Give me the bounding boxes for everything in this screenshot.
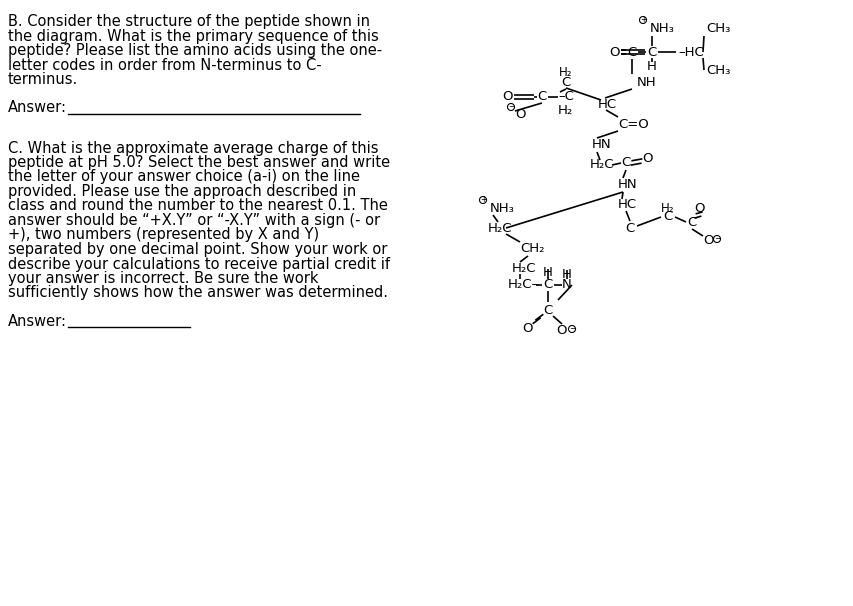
Text: letter codes in order from N-terminus to C-: letter codes in order from N-terminus to… (8, 58, 322, 73)
Text: H₂C: H₂C (589, 159, 614, 171)
Text: C: C (627, 45, 635, 59)
Text: H₂C: H₂C (487, 222, 512, 235)
Text: Answer:: Answer: (8, 314, 67, 329)
Text: separated by one decimal point. Show your work or: separated by one decimal point. Show you… (8, 242, 387, 257)
Text: O: O (522, 322, 532, 335)
Text: sufficiently shows how the answer was determined.: sufficiently shows how the answer was de… (8, 285, 387, 301)
Text: O: O (642, 152, 653, 164)
Text: O: O (514, 108, 525, 121)
Text: –C: –C (557, 90, 573, 104)
Text: C. What is the approximate average charge of this: C. What is the approximate average charg… (8, 141, 378, 156)
Text: H₂C–: H₂C– (508, 279, 538, 291)
Text: H₂C: H₂C (512, 262, 536, 275)
Text: −: − (568, 324, 575, 333)
Text: NH₃: NH₃ (649, 21, 674, 35)
Text: H: H (647, 59, 656, 73)
Text: C: C (543, 279, 552, 291)
Text: terminus.: terminus. (8, 72, 78, 87)
Text: peptide? Please list the amino acids using the one-: peptide? Please list the amino acids usi… (8, 43, 381, 58)
Text: C: C (687, 216, 696, 228)
Text: C: C (537, 90, 546, 104)
Text: class and round the number to the nearest 0.1. The: class and round the number to the neares… (8, 199, 387, 213)
Text: H₂: H₂ (660, 202, 674, 215)
Text: O: O (556, 324, 566, 336)
Text: the letter of your answer choice (a-i) on the line: the letter of your answer choice (a-i) o… (8, 170, 360, 184)
Text: HC: HC (618, 199, 636, 211)
Text: −: − (713, 235, 719, 244)
Text: O: O (609, 45, 619, 59)
Text: C: C (543, 304, 552, 316)
Text: peptide at pH 5.0? Select the best answer and write: peptide at pH 5.0? Select the best answe… (8, 155, 390, 170)
Text: C: C (621, 156, 630, 170)
Text: +: + (639, 16, 646, 24)
Text: H: H (543, 267, 552, 279)
Text: HN: HN (618, 179, 637, 191)
Text: O: O (502, 90, 513, 104)
Text: C: C (624, 222, 634, 235)
Text: describe your calculations to receive partial credit if: describe your calculations to receive pa… (8, 256, 390, 271)
Text: O: O (702, 233, 712, 247)
Text: NH₃: NH₃ (490, 202, 514, 215)
Text: –HC: –HC (677, 45, 703, 59)
Text: answer should be “+X.Y” or “-X.Y” with a sign (- or: answer should be “+X.Y” or “-X.Y” with a… (8, 213, 380, 228)
Text: C: C (647, 45, 656, 59)
Text: the diagram. What is the primary sequence of this: the diagram. What is the primary sequenc… (8, 28, 379, 44)
Text: C: C (560, 76, 570, 88)
Text: O: O (694, 202, 705, 215)
Text: +: + (479, 196, 485, 204)
Text: H₂: H₂ (557, 104, 572, 116)
Text: CH₂: CH₂ (519, 242, 544, 255)
Text: HC: HC (597, 98, 617, 110)
Text: C: C (663, 210, 672, 224)
Text: NH: NH (636, 76, 656, 88)
Text: provided. Please use the approach described in: provided. Please use the approach descri… (8, 184, 356, 199)
Text: HN: HN (591, 139, 611, 152)
Text: C=O: C=O (618, 118, 648, 130)
Text: CH₃: CH₃ (705, 64, 729, 76)
Text: N: N (561, 279, 572, 291)
Text: H: H (561, 268, 572, 282)
Text: CH₃: CH₃ (705, 21, 729, 35)
Text: H₂: H₂ (559, 65, 572, 79)
Text: +), two numbers (represented by X and Y): +), two numbers (represented by X and Y) (8, 227, 319, 242)
Text: B. Consider the structure of the peptide shown in: B. Consider the structure of the peptide… (8, 14, 369, 29)
Text: −: − (508, 102, 514, 112)
Text: Answer:: Answer: (8, 101, 67, 116)
Text: your answer is incorrect. Be sure the work: your answer is incorrect. Be sure the wo… (8, 271, 318, 286)
